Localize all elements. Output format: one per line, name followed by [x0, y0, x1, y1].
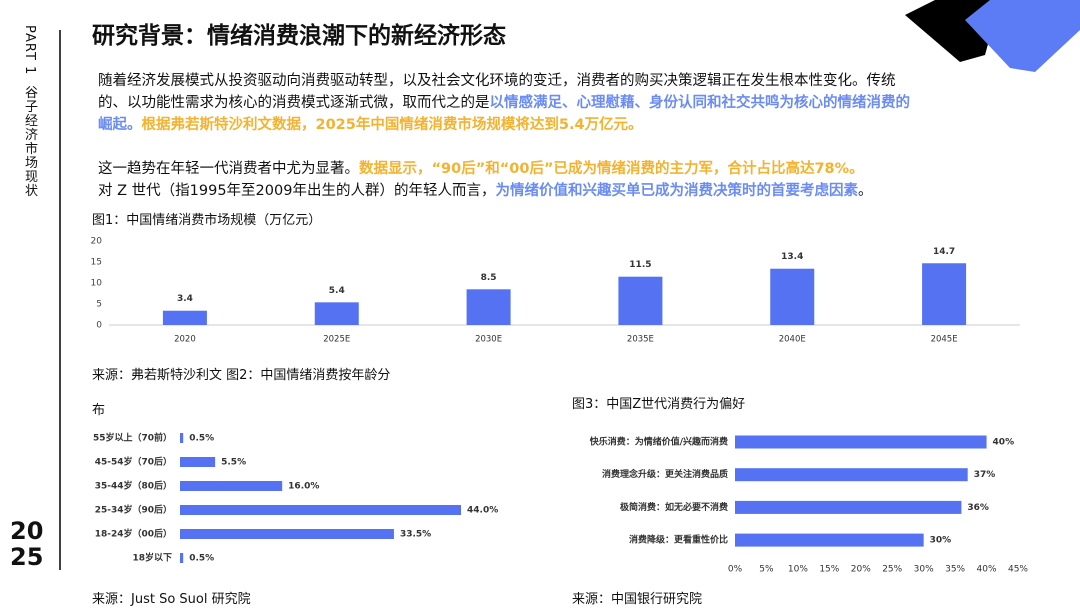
- x-tick-label: 10%: [788, 565, 808, 575]
- bar: [735, 468, 968, 482]
- y-tick-label: 5: [96, 300, 102, 310]
- year: 20 25: [10, 518, 43, 570]
- x-tick-label: 40%: [977, 565, 997, 575]
- x-tick-label: 20%: [851, 565, 871, 575]
- x-tick-label: 2025E: [323, 335, 350, 345]
- bar: [180, 457, 216, 467]
- value-label: 40%: [993, 438, 1015, 448]
- value-label: 16.0%: [288, 482, 319, 492]
- value-label: 0.5%: [189, 554, 214, 564]
- y-tick-label: 20: [91, 237, 103, 247]
- y-tick-label: 消费降级：更看重性价比: [629, 534, 728, 546]
- bar: [180, 553, 184, 563]
- x-tick-label: 0%: [728, 565, 743, 575]
- x-tick-label: 25%: [882, 565, 902, 575]
- bar: [618, 276, 663, 325]
- value-label: 14.7: [933, 247, 955, 257]
- y-tick-label: 消费理念升级：更关注消费品质: [602, 468, 728, 480]
- bar: [770, 268, 815, 325]
- y-tick-label: 15: [91, 258, 102, 268]
- bar: [180, 505, 461, 515]
- sidebar-label: PART 1 谷子经济市场现状: [20, 25, 39, 198]
- text: 。: [857, 183, 873, 199]
- x-tick-label: 2045E: [931, 335, 958, 345]
- value-label: 3.4: [177, 294, 193, 304]
- part: PART 1: [22, 25, 37, 76]
- y-tick-label: 10: [91, 279, 103, 289]
- source: 来源：Just So Suol 研究院: [92, 592, 251, 607]
- value-label: 5.5%: [221, 458, 246, 468]
- text: 随着经济发展模式从投资驱动向消费驱动转型，以及社会文化环境的变迁，消费者的购买决…: [98, 73, 896, 111]
- bar: [466, 289, 511, 325]
- source: 来源：弗若斯特沙利文: [92, 368, 223, 383]
- value-label: 36%: [967, 503, 989, 513]
- slide-title: 研究背景：情绪消费浪潮下的新经济形态: [92, 23, 506, 49]
- x-tick-label: 2035E: [627, 335, 654, 345]
- y-tick-label: 35-44岁（80后）: [95, 480, 172, 492]
- value-label: 33.5%: [400, 530, 431, 540]
- chart-title: 图3：中国Z世代消费行为偏好: [572, 397, 746, 412]
- value-label: 30%: [930, 536, 952, 546]
- decor-blue: [965, 0, 1080, 72]
- paragraph: 对 Z 世代（指1995年至2009年出生的人群）的年轻人而言，为情绪价值和兴趣…: [98, 180, 916, 202]
- y-tick-label: 快乐消费：为情绪价值/兴趣而消费: [590, 436, 728, 448]
- value-label: 8.5: [481, 273, 497, 283]
- y-tick-label: 45-54岁（70后）: [95, 456, 172, 468]
- y-tick-label: 55岁以上（70前）: [93, 432, 172, 444]
- year-top: 20: [10, 517, 44, 545]
- y-tick-label: 0: [96, 321, 102, 331]
- text: 这一趋势在年轻一代消费者中尤为显著。: [98, 161, 359, 177]
- highlight: 为情绪价值和兴趣买单已成为消费决策时的首要考虑因素: [495, 183, 858, 199]
- bar: [735, 500, 962, 514]
- y-tick-label: 极简消费：如无必要不消费: [620, 501, 728, 513]
- bar: [735, 435, 987, 449]
- x-tick-label: 35%: [945, 565, 965, 575]
- paragraph: 随着经济发展模式从投资驱动向消费驱动转型，以及社会文化环境的变迁，消费者的购买决…: [98, 70, 916, 136]
- value-label: 13.4: [781, 252, 803, 262]
- x-tick-label: 5%: [759, 565, 774, 575]
- source: 来源：中国银行研究院: [572, 592, 703, 607]
- x-tick-label: 2020: [174, 335, 196, 345]
- bar: [314, 302, 359, 325]
- value-label: 37%: [974, 470, 996, 480]
- bar: [735, 533, 924, 547]
- value-label: 11.5: [629, 260, 651, 270]
- paragraph: 这一趋势在年轻一代消费者中尤为显著。数据显示，“90后”和“00后”已成为情绪消…: [98, 158, 916, 180]
- year-bottom: 25: [10, 543, 44, 571]
- value-label: 0.5%: [189, 434, 214, 444]
- y-tick-label: 18岁以下: [132, 552, 172, 564]
- x-tick-label: 45%: [1008, 565, 1028, 575]
- text: 对 Z 世代（指1995年至2009年出生的人群）的年轻人而言，: [98, 183, 496, 199]
- section: 谷子经济市场现状: [22, 85, 37, 198]
- highlight: 以情感满足、心理慰藉、身份认同和社交共鸣为核心的情绪消费的崛起。: [98, 95, 910, 133]
- bar: [922, 263, 967, 325]
- bar: [180, 433, 184, 443]
- x-tick-label: 2030E: [475, 335, 502, 345]
- x-tick-label: 30%: [914, 565, 934, 575]
- y-tick-label: 18-24岁（00后）: [95, 528, 172, 540]
- highlight: 数据显示，“90后”和“00后”已成为情绪消费的主力军，合计占比高达78%。: [359, 161, 864, 177]
- caption: 来源：弗若斯特沙利文 图2：中国情绪消费按年龄分布: [92, 358, 392, 428]
- x-tick-label: 15%: [819, 565, 839, 575]
- value-label: 44.0%: [467, 506, 498, 516]
- x-tick-label: 2040E: [779, 335, 806, 345]
- chart-title: 图2：中国情绪消费按年龄分布: [92, 368, 391, 418]
- bar: [180, 481, 283, 491]
- value-label: 5.4: [329, 286, 345, 296]
- bar: [162, 310, 207, 325]
- highlight: 根据弗若斯特沙利文数据，2025年中国情绪消费市场规模将达到5.4万亿元。: [141, 117, 643, 133]
- body-text: 随着经济发展模式从投资驱动向消费驱动转型，以及社会文化环境的变迁，消费者的购买决…: [98, 70, 916, 202]
- bar: [180, 529, 394, 539]
- chart-title: 图1：中国情绪消费市场规模（万亿元）: [92, 213, 322, 228]
- y-tick-label: 25-34岁（90后）: [95, 504, 172, 516]
